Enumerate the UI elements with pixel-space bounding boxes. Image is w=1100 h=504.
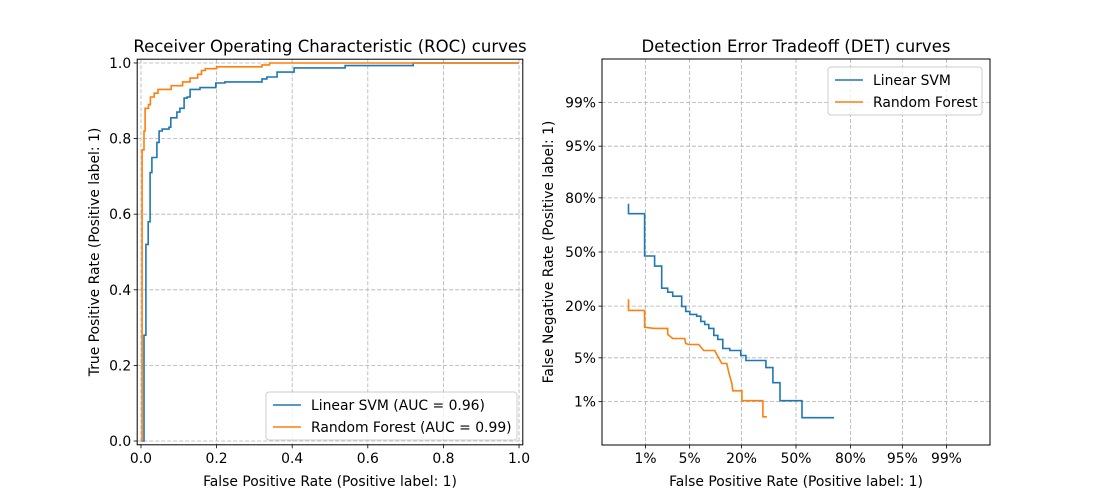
det-chart: Detection Error Tradeoff (DET) curves Fa… (541, 37, 991, 490)
roc-y-tick-label: 1.0 (109, 56, 131, 72)
det-title: Detection Error Tradeoff (DET) curves (642, 37, 951, 56)
det-y-tick-label: 1% (574, 395, 596, 411)
roc-y-tick-label: 0.2 (109, 358, 131, 374)
roc-y-tick-label: 0.0 (109, 434, 131, 450)
roc-x-axis-label: False Positive Rate (Positive label: 1) (203, 474, 457, 490)
det-legend-label: Linear SVM (873, 73, 951, 89)
roc-title: Receiver Operating Characteristic (ROC) … (133, 37, 526, 56)
roc-x-tick-label: 1.0 (508, 451, 530, 467)
det-x-tick-label: 5% (679, 451, 701, 467)
roc-x-tick-label: 0.6 (357, 451, 379, 467)
det-x-tick-label: 50% (781, 451, 812, 467)
det-legend (827, 66, 983, 116)
det-x-tick-label: 95% (887, 451, 918, 467)
roc-x-tick-label: 0.0 (130, 451, 152, 467)
det-y-tick-label: 50% (565, 245, 596, 261)
roc-axes-frame (136, 58, 524, 446)
roc-legend-label: Linear SVM (AUC = 0.96) (311, 398, 485, 414)
roc-y-axis-label: True Positive Rate (Positive label: 1) (87, 128, 103, 377)
roc-curve-random-forest (141, 62, 519, 442)
roc-y-tick-label: 0.4 (109, 283, 131, 299)
det-y-tick-label: 20% (565, 299, 596, 315)
det-curve-linear-svm (627, 203, 835, 419)
roc-y-tick-label: 0.6 (109, 207, 131, 223)
det-curve-random-forest (627, 299, 767, 418)
det-y-tick-label: 99% (565, 95, 596, 111)
det-y-tick-label: 95% (565, 139, 596, 155)
roc-legend (265, 391, 518, 441)
det-y-tick-label: 5% (574, 351, 596, 367)
roc-x-tick-label: 0.8 (432, 451, 454, 467)
det-axes-frame (601, 58, 991, 446)
det-y-tick-label: 80% (565, 191, 596, 207)
roc-x-tick-label: 0.4 (281, 451, 303, 467)
roc-curve-linear-svm (141, 62, 519, 442)
roc-chart: Receiver Operating Characteristic (ROC) … (87, 37, 530, 490)
roc-x-tick-label: 0.2 (206, 451, 228, 467)
det-x-tick-label: 80% (835, 451, 866, 467)
roc-y-tick-label: 0.8 (109, 132, 131, 148)
det-y-axis-label: False Negative Rate (Positive label: 1) (541, 121, 557, 384)
det-legend-label: Random Forest (873, 95, 978, 111)
det-x-axis-label: False Positive Rate (Positive label: 1) (669, 474, 923, 490)
det-x-tick-label: 99% (931, 451, 962, 467)
det-x-tick-label: 20% (726, 451, 757, 467)
roc-legend-label: Random Forest (AUC = 0.99) (311, 420, 512, 436)
det-x-tick-label: 1% (635, 451, 657, 467)
